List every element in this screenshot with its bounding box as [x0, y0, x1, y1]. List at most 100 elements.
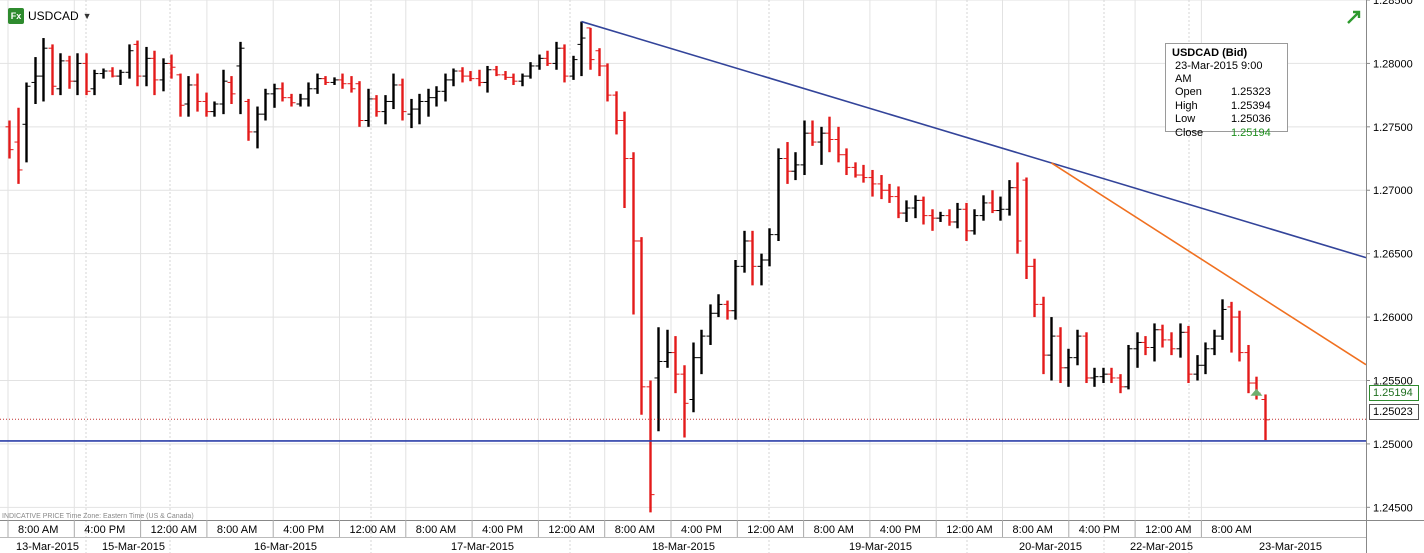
date-tick-label: 16-Mar-2015 — [254, 541, 317, 553]
ohlc-bar — [518, 73, 527, 87]
ohlc-bar — [629, 152, 638, 315]
ohlc-bar — [125, 44, 134, 79]
tooltip-label: Low — [1175, 113, 1196, 125]
tooltip-value: 1.25194 — [1231, 126, 1271, 139]
ohlc-bar — [449, 68, 458, 87]
ohlc-bar — [347, 76, 356, 93]
time-tick-label: 12:00 AM — [747, 524, 793, 536]
date-tick-label: 17-Mar-2015 — [451, 541, 514, 553]
ohlc-bar — [612, 91, 621, 135]
ohlc-bar — [535, 54, 544, 70]
ohlc-bar — [1158, 324, 1167, 348]
ohlc-bar — [945, 209, 954, 226]
ohlc-bar — [825, 116, 834, 153]
current-price-tag: 1.25194 — [1369, 385, 1419, 401]
ohlc-bar — [851, 162, 860, 178]
tooltip-row-high: High 1.25394 — [1172, 100, 1281, 114]
ohlc-bar — [501, 71, 510, 80]
ohlc-bar — [304, 82, 313, 107]
ohlc-bar — [654, 327, 663, 432]
ohlc-bar — [159, 58, 168, 92]
ohlc-bar — [800, 120, 809, 176]
ohlc-bar — [1039, 296, 1048, 375]
ohlc-bar — [202, 92, 211, 117]
ohlc-bar — [868, 169, 877, 197]
ohlc-bar — [1244, 344, 1253, 394]
ohlc-bar — [193, 73, 202, 112]
ohlc-bar — [1184, 325, 1193, 384]
ohlc-bar — [73, 53, 82, 96]
ohlc-bar — [714, 294, 723, 318]
ohlc-bar — [278, 82, 287, 102]
ohlc-bar — [680, 365, 689, 438]
ohlc-bar — [415, 93, 424, 125]
ohlc-bar — [1056, 327, 1065, 384]
ohlc-bar — [261, 88, 270, 121]
ohlc-bar — [663, 329, 672, 368]
ohlc-bar — [1047, 317, 1056, 381]
time-tick-label: 8:00 AM — [1013, 524, 1053, 536]
ohlc-bar — [774, 148, 783, 241]
chevron-down-icon[interactable]: ▼ — [82, 11, 92, 21]
ohlc-bar — [5, 120, 14, 159]
tooltip-title: USDCAD (Bid) — [1172, 47, 1248, 59]
ohlc-bar — [1107, 367, 1116, 384]
time-tick-label: 4:00 PM — [681, 524, 722, 536]
ohlc-bar — [842, 148, 851, 176]
time-tick-label: 4:00 PM — [880, 524, 921, 536]
ohlc-bar — [834, 126, 843, 163]
symbol-selector[interactable]: Fx USDCAD ▼ — [8, 7, 92, 25]
time-tick-label: 8:00 AM — [217, 524, 257, 536]
time-tick-label: 8:00 AM — [814, 524, 854, 536]
time-tick-label: 4:00 PM — [283, 524, 324, 536]
ohlc-bar — [39, 38, 48, 102]
ohlc-bar — [552, 41, 561, 70]
tooltip-value: 1.25394 — [1231, 99, 1271, 112]
ohlc-bar — [150, 50, 159, 96]
ohlc-bar — [287, 93, 296, 107]
ohlc-bar — [859, 164, 868, 183]
expand-arrow-icon[interactable] — [1345, 8, 1363, 26]
trendlines — [0, 20, 1367, 442]
date-tick-label: 22-Mar-2015 — [1130, 541, 1193, 553]
time-tick-label: 8:00 AM — [416, 524, 456, 536]
date-tick-label: 20-Mar-2015 — [1019, 541, 1082, 553]
symbol-name: USDCAD — [28, 9, 79, 23]
tooltip-value: 1.25323 — [1231, 86, 1271, 98]
tooltip-row-open: Open 1.25323 — [1172, 86, 1281, 100]
ohlc-bar — [176, 73, 185, 117]
ohlc-bar — [928, 209, 937, 231]
ohlc-bar — [133, 40, 142, 87]
tooltip-label: Open — [1175, 86, 1202, 98]
ohlc-bar — [808, 120, 817, 146]
date-tick-label: 13-Mar-2015 — [16, 541, 79, 553]
ohlc-bar — [65, 55, 74, 89]
ohlc-bar — [697, 329, 706, 375]
ohlc-bar — [432, 86, 441, 107]
ohlc-bar — [1167, 332, 1176, 356]
time-tick-label: 4:00 PM — [84, 524, 125, 536]
ohlc-bar — [1005, 180, 1014, 216]
ohlc-bar — [14, 107, 23, 184]
alert-marker-icon — [1250, 388, 1263, 396]
ohlc-bar — [1082, 332, 1091, 384]
ohlc-bar — [765, 228, 774, 267]
date-tick-label: 23-Mar-2015 — [1259, 541, 1322, 553]
ohlc-bar — [526, 62, 535, 79]
ohlc-bar — [988, 190, 997, 214]
ohlc-bar — [424, 88, 433, 117]
ohlc-bar — [99, 68, 108, 79]
ohlc-bar — [1235, 310, 1244, 362]
price-tick-label: 1.24500 — [1373, 502, 1413, 514]
ohlc-bar — [911, 195, 920, 219]
ohlc-bar — [509, 73, 518, 85]
ohlc-bar — [296, 93, 305, 107]
ohlc-bar — [313, 73, 322, 94]
ohlc-bar — [646, 380, 655, 513]
ohlc-bar — [757, 253, 766, 286]
price-tick-label: 1.28500 — [1373, 0, 1413, 7]
ohlc-bar — [441, 73, 450, 102]
ohlc-bar — [381, 95, 390, 125]
